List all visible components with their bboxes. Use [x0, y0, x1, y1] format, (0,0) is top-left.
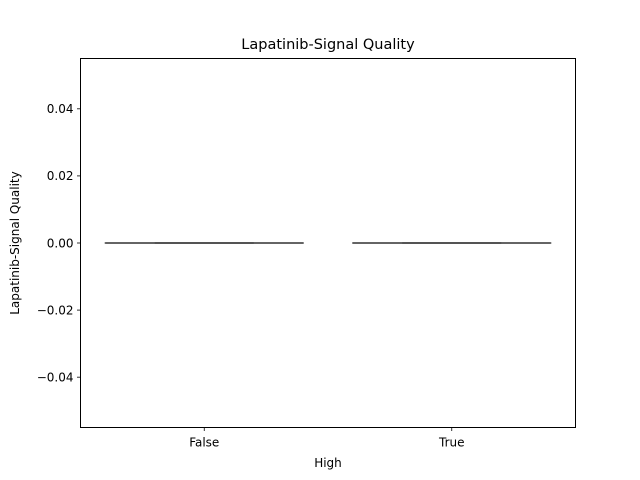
y-tick-label: −0.02	[37, 303, 74, 317]
x-axis-label: High	[314, 456, 342, 470]
x-tick-label: True	[438, 436, 465, 450]
y-tick-label: 0.02	[47, 169, 74, 183]
x-axis: False True	[189, 427, 465, 450]
y-axis: −0.04 −0.02 0.00 0.02 0.04	[37, 102, 81, 384]
y-tick-label: 0.04	[47, 102, 74, 116]
chart-title: Lapatinib-Signal Quality	[241, 37, 415, 53]
y-axis-label: Lapatinib-Signal Quality	[8, 171, 22, 315]
y-tick-label: 0.00	[47, 236, 74, 250]
y-tick-label: −0.04	[37, 370, 74, 384]
x-tick-label: False	[189, 436, 219, 450]
